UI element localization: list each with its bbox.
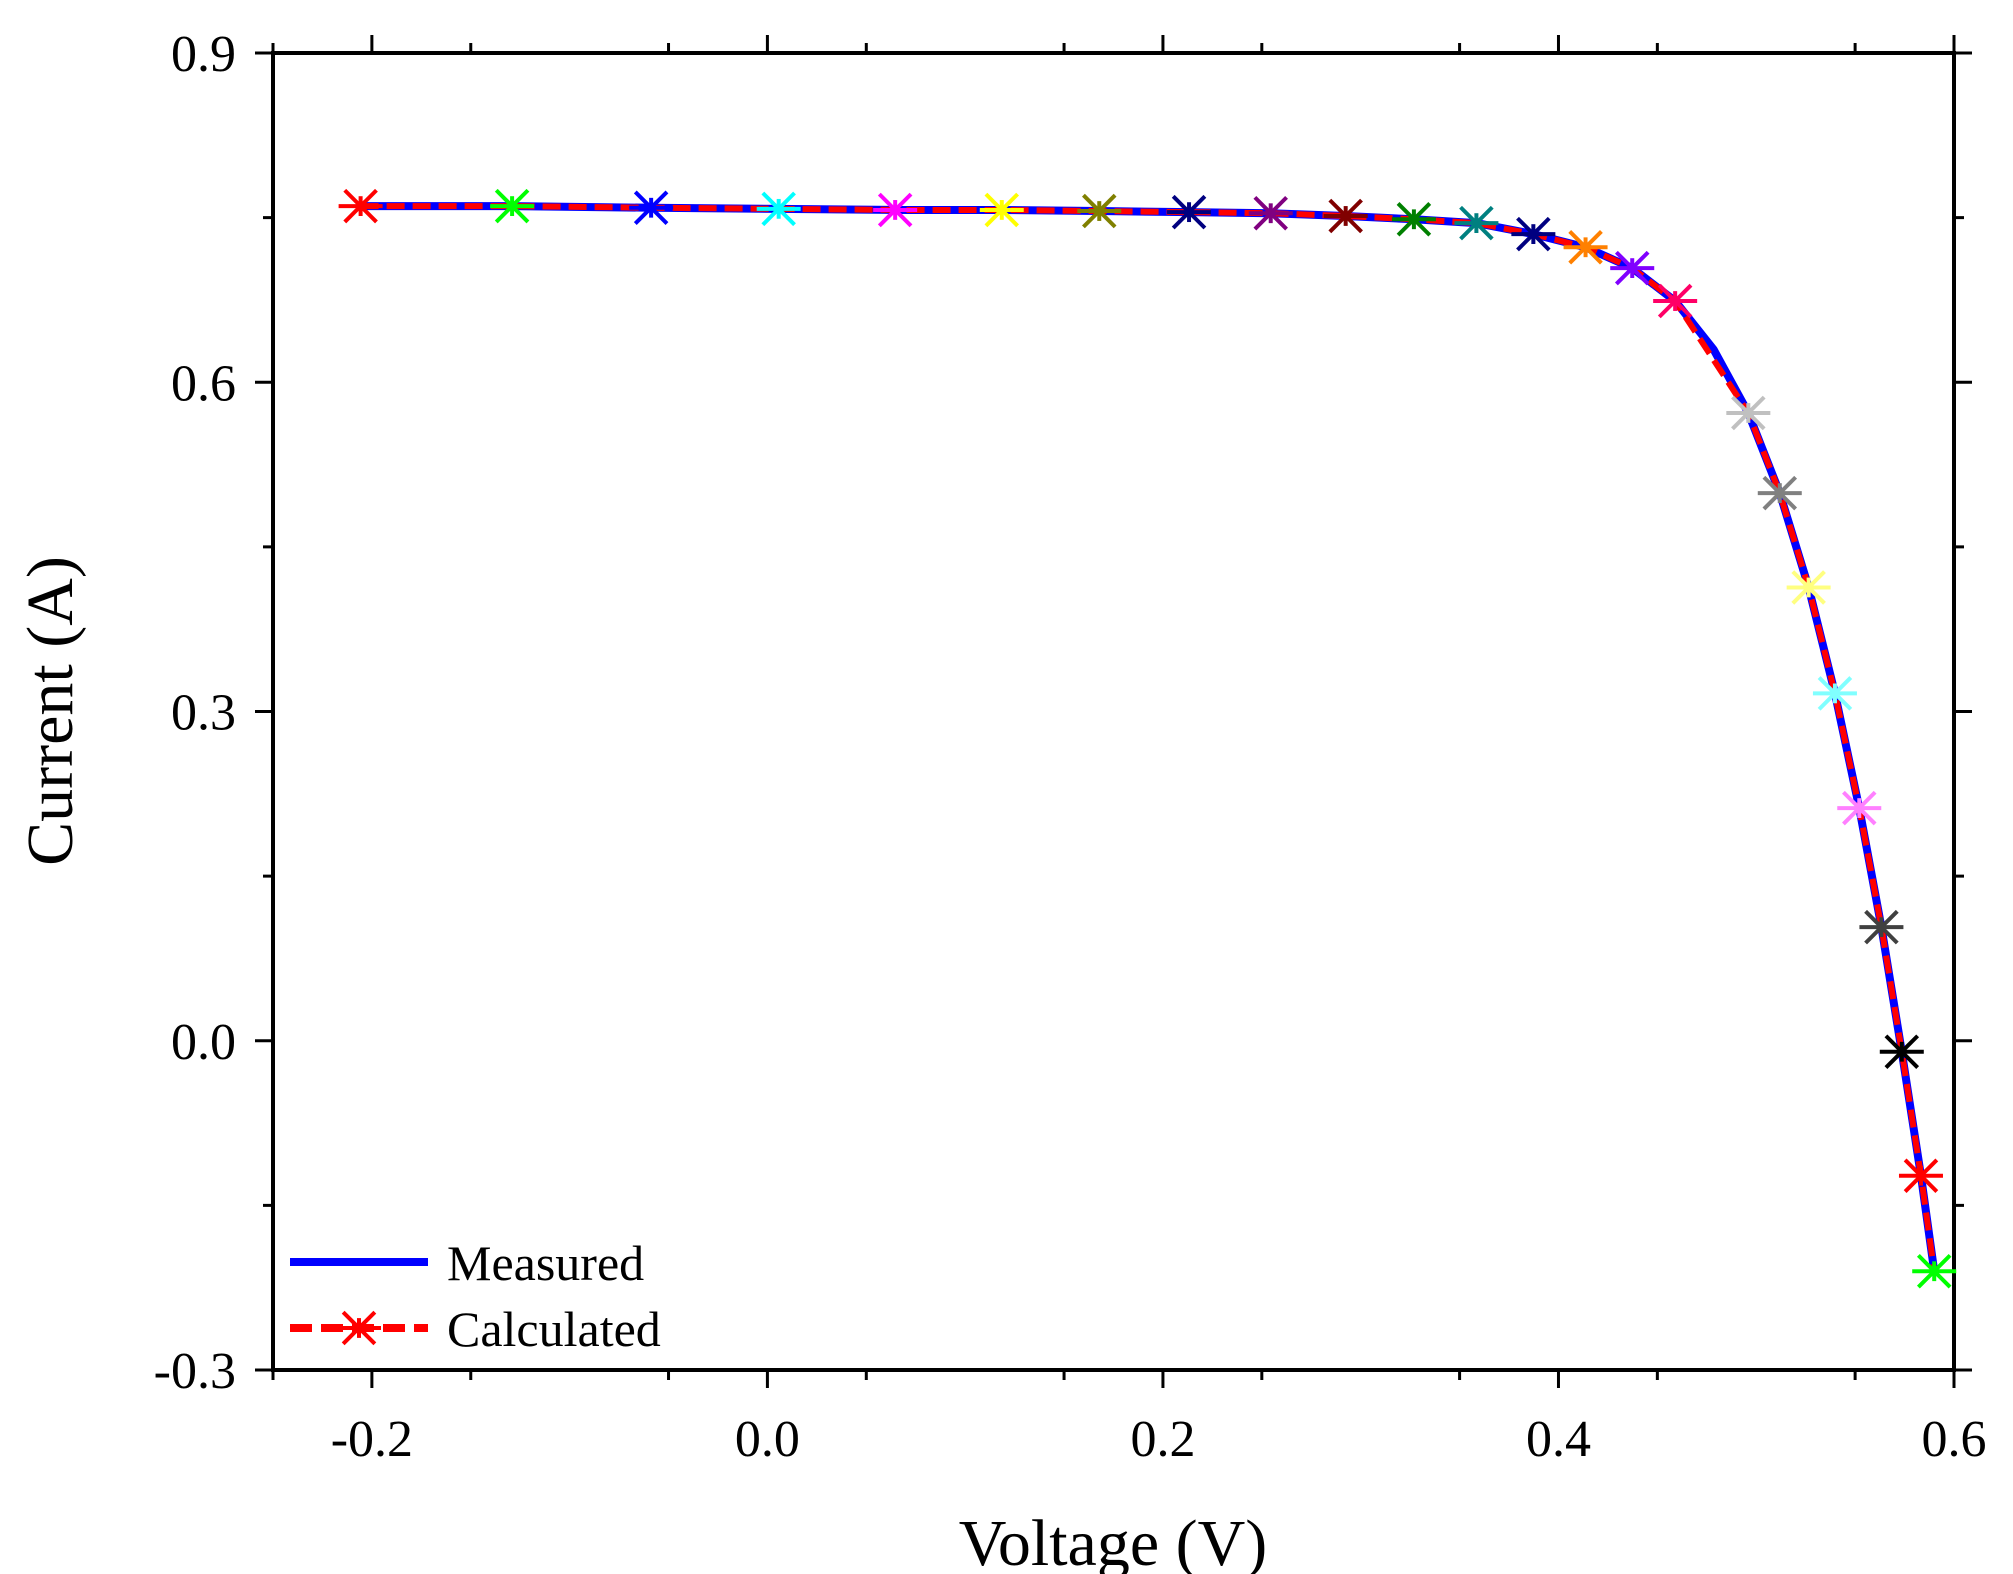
data-point-marker bbox=[1912, 1253, 1957, 1289]
x-tick-label: 0.0 bbox=[735, 1411, 800, 1468]
data-point-marker bbox=[1610, 250, 1655, 286]
data-point-marker bbox=[1837, 790, 1882, 826]
legend-label-measured: Measured bbox=[447, 1235, 644, 1291]
y-axis-title: Current (A) bbox=[14, 556, 87, 866]
x-tick-label: 0.2 bbox=[1130, 1411, 1195, 1468]
data-point-marker bbox=[1563, 230, 1608, 265]
data-point-marker bbox=[1859, 909, 1904, 945]
data-point-marker bbox=[1812, 676, 1857, 711]
marker-layer bbox=[338, 188, 1957, 1289]
y-tick-label: 0.6 bbox=[171, 355, 236, 412]
y-tick-label: -0.3 bbox=[154, 1343, 236, 1400]
legend-asterisk-icon bbox=[337, 1310, 381, 1346]
data-point-marker bbox=[873, 192, 918, 228]
data-point-marker bbox=[1898, 1158, 1943, 1193]
data-point-marker bbox=[756, 191, 801, 227]
legend-marker-calculated bbox=[337, 1310, 381, 1346]
x-tick-label: -0.2 bbox=[331, 1411, 413, 1468]
data-point-marker bbox=[1454, 205, 1499, 241]
y-tick-labels: -0.3 0.0 0.3 0.6 0.9 bbox=[154, 26, 236, 1400]
x-tick-label: 0.6 bbox=[1922, 1411, 1987, 1468]
series-layer bbox=[360, 202, 1939, 1272]
data-point-marker bbox=[629, 190, 674, 226]
data-point-marker bbox=[1786, 570, 1831, 605]
data-point-marker bbox=[1511, 216, 1556, 252]
data-point-marker bbox=[1248, 195, 1293, 231]
legend: Measured Calculated bbox=[290, 1235, 661, 1357]
series-line-calculated bbox=[360, 203, 1938, 1272]
data-point-marker bbox=[1726, 395, 1771, 431]
series-line-measured bbox=[360, 202, 1939, 1272]
plot-frame bbox=[271, 51, 1956, 1372]
data-point-marker bbox=[1167, 194, 1212, 230]
x-axis-title: Voltage (V) bbox=[959, 1507, 1268, 1574]
x-tick-label: 0.4 bbox=[1526, 1411, 1591, 1468]
data-point-marker bbox=[1879, 1034, 1924, 1069]
x-tick-labels: -0.2 0.0 0.2 0.4 0.6 bbox=[331, 1411, 1987, 1468]
data-point-marker bbox=[1323, 198, 1368, 234]
data-point-marker bbox=[490, 188, 535, 224]
data-point-marker bbox=[1077, 193, 1122, 229]
data-point-marker bbox=[1757, 475, 1802, 511]
legend-label-calculated: Calculated bbox=[447, 1301, 661, 1357]
data-point-marker bbox=[1391, 202, 1436, 237]
y-tick-label: 0.3 bbox=[171, 685, 236, 742]
data-point-marker bbox=[1653, 283, 1698, 319]
y-tick-label: 0.9 bbox=[171, 26, 236, 83]
data-point-marker bbox=[979, 192, 1024, 228]
data-point-marker bbox=[338, 188, 383, 224]
y-tick-label: 0.0 bbox=[171, 1014, 236, 1071]
axis-ticks bbox=[255, 35, 1972, 1388]
